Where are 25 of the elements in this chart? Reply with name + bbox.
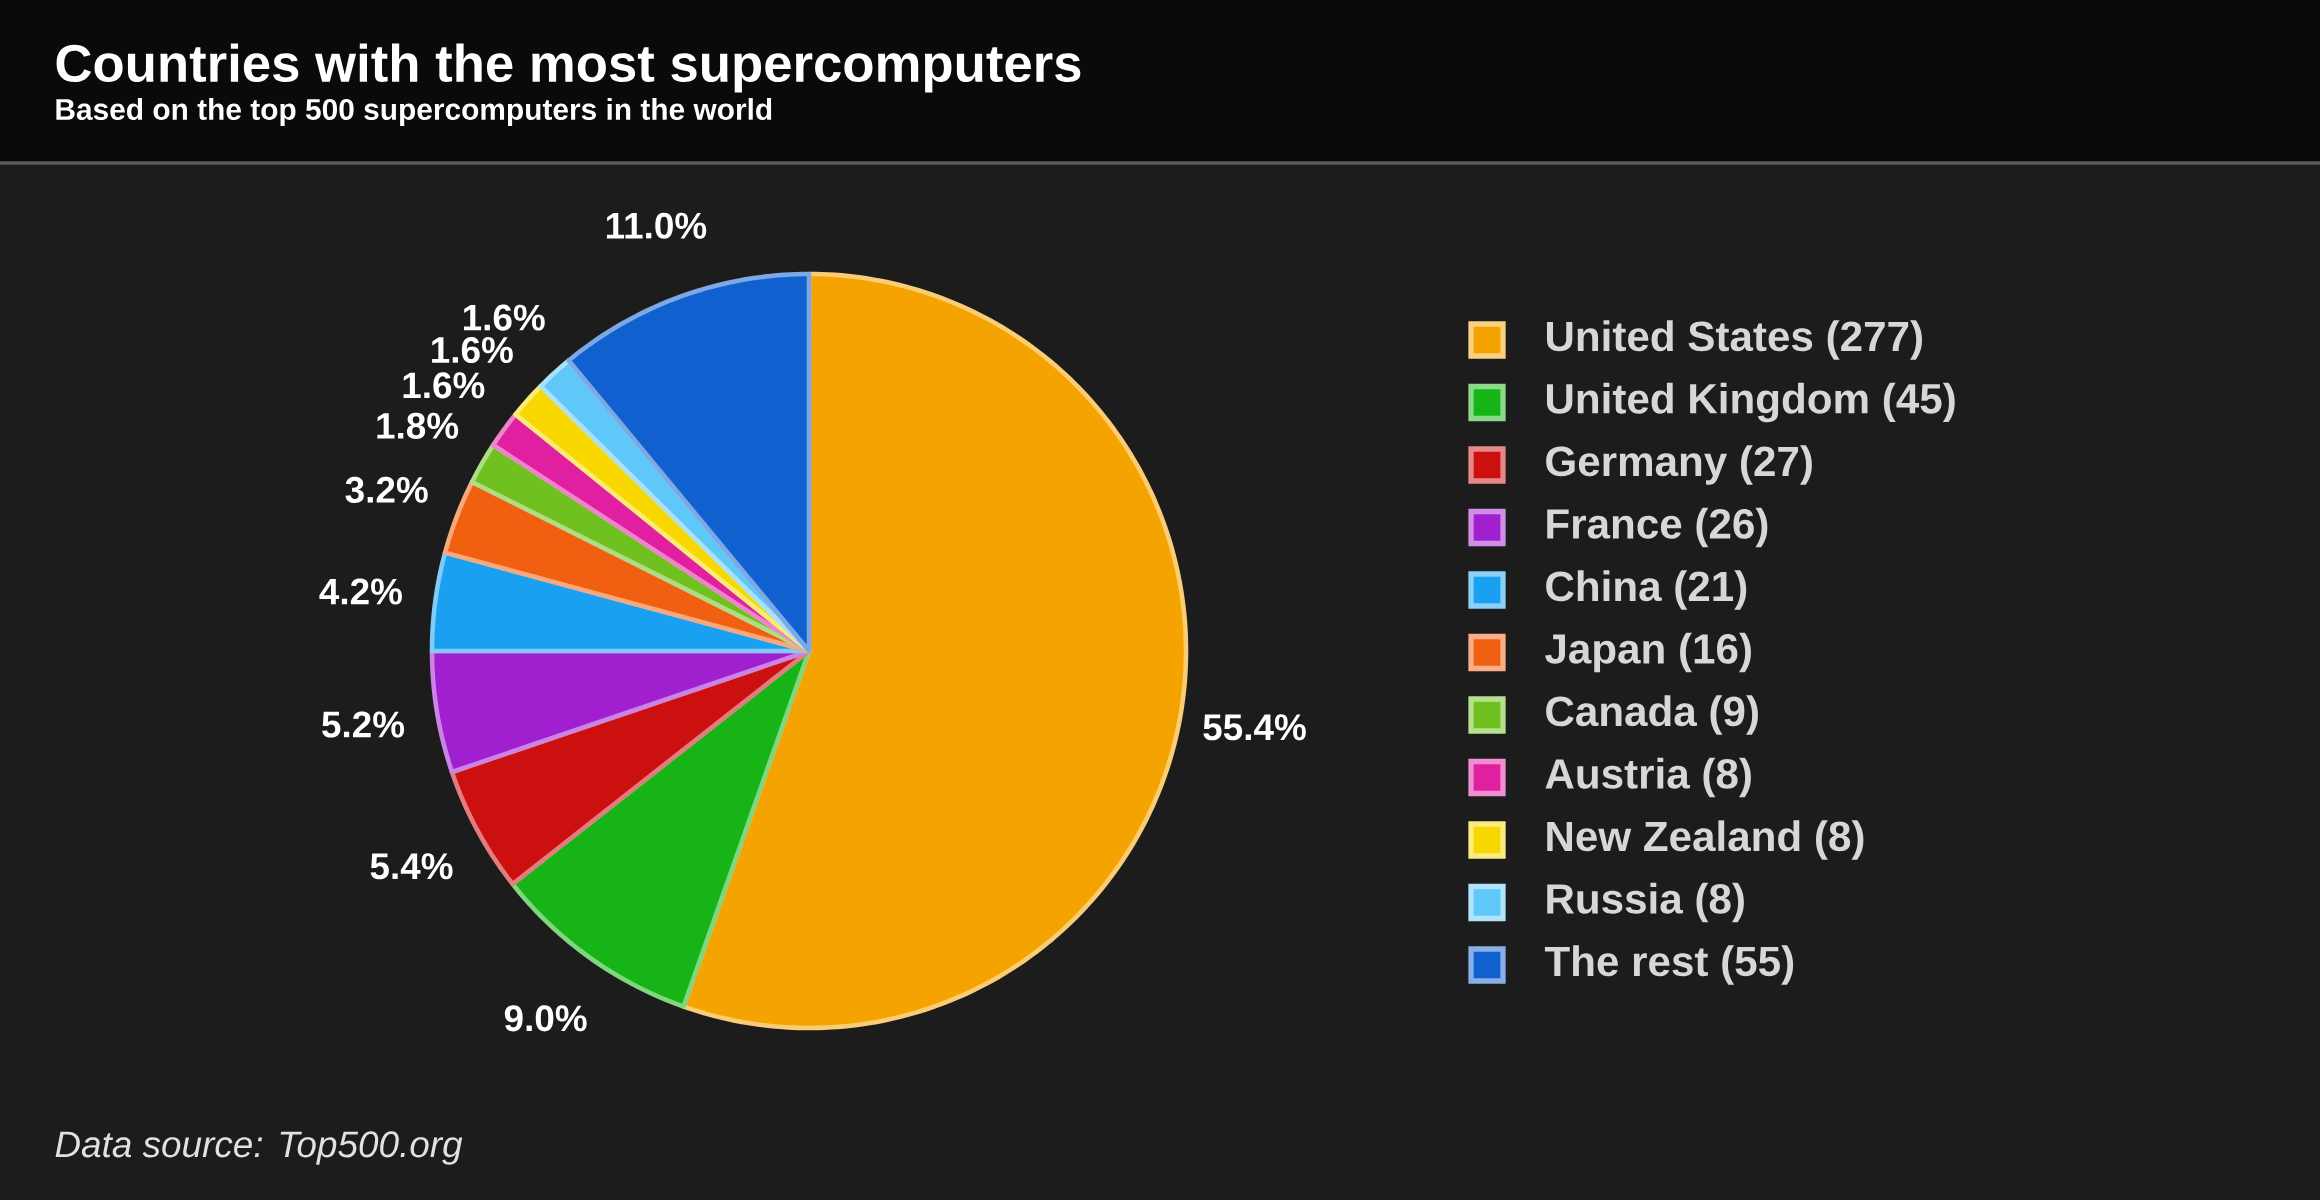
- legend-label: France (26): [1547, 507, 1768, 548]
- legend-label: United States (277): [1546, 320, 1922, 360]
- legend-label: The rest (55): [1544, 945, 1794, 985]
- chart-subtitle: Based on the top 500 supercomputers in the world: [56, 98, 772, 126]
- data-label: 1.6%: [432, 336, 513, 364]
- legend-label: United Kingdom (45): [1546, 382, 1955, 423]
- data-label: 5.2%: [322, 711, 405, 738]
- legend-label: Canada (9): [1546, 695, 1758, 735]
- chart-title: Countries with the most supercomputers: [56, 43, 1081, 93]
- legend-label: Russia (8): [1547, 882, 1744, 923]
- data-label: 3.2%: [345, 476, 428, 504]
- data-label: 11.0%: [606, 212, 707, 239]
- data-label: 1.6%: [403, 372, 485, 399]
- source-note: Data source: Top500.org: [55, 1131, 463, 1165]
- legend-label: Japan (16): [1545, 632, 1751, 673]
- legend-label: Austria (8): [1545, 757, 1751, 798]
- data-label: 4.2%: [319, 578, 402, 605]
- data-label: 1.6%: [463, 304, 545, 331]
- data-label: 55.4%: [1203, 714, 1306, 741]
- data-label: 1.8%: [377, 412, 459, 439]
- data-label: 9.0%: [504, 1005, 587, 1032]
- legend-label: Germany (27): [1546, 445, 1812, 485]
- legend-label: China (21): [1546, 570, 1747, 610]
- data-label: 5.4%: [370, 853, 453, 880]
- legend-label: New Zealand (8): [1547, 820, 1864, 860]
